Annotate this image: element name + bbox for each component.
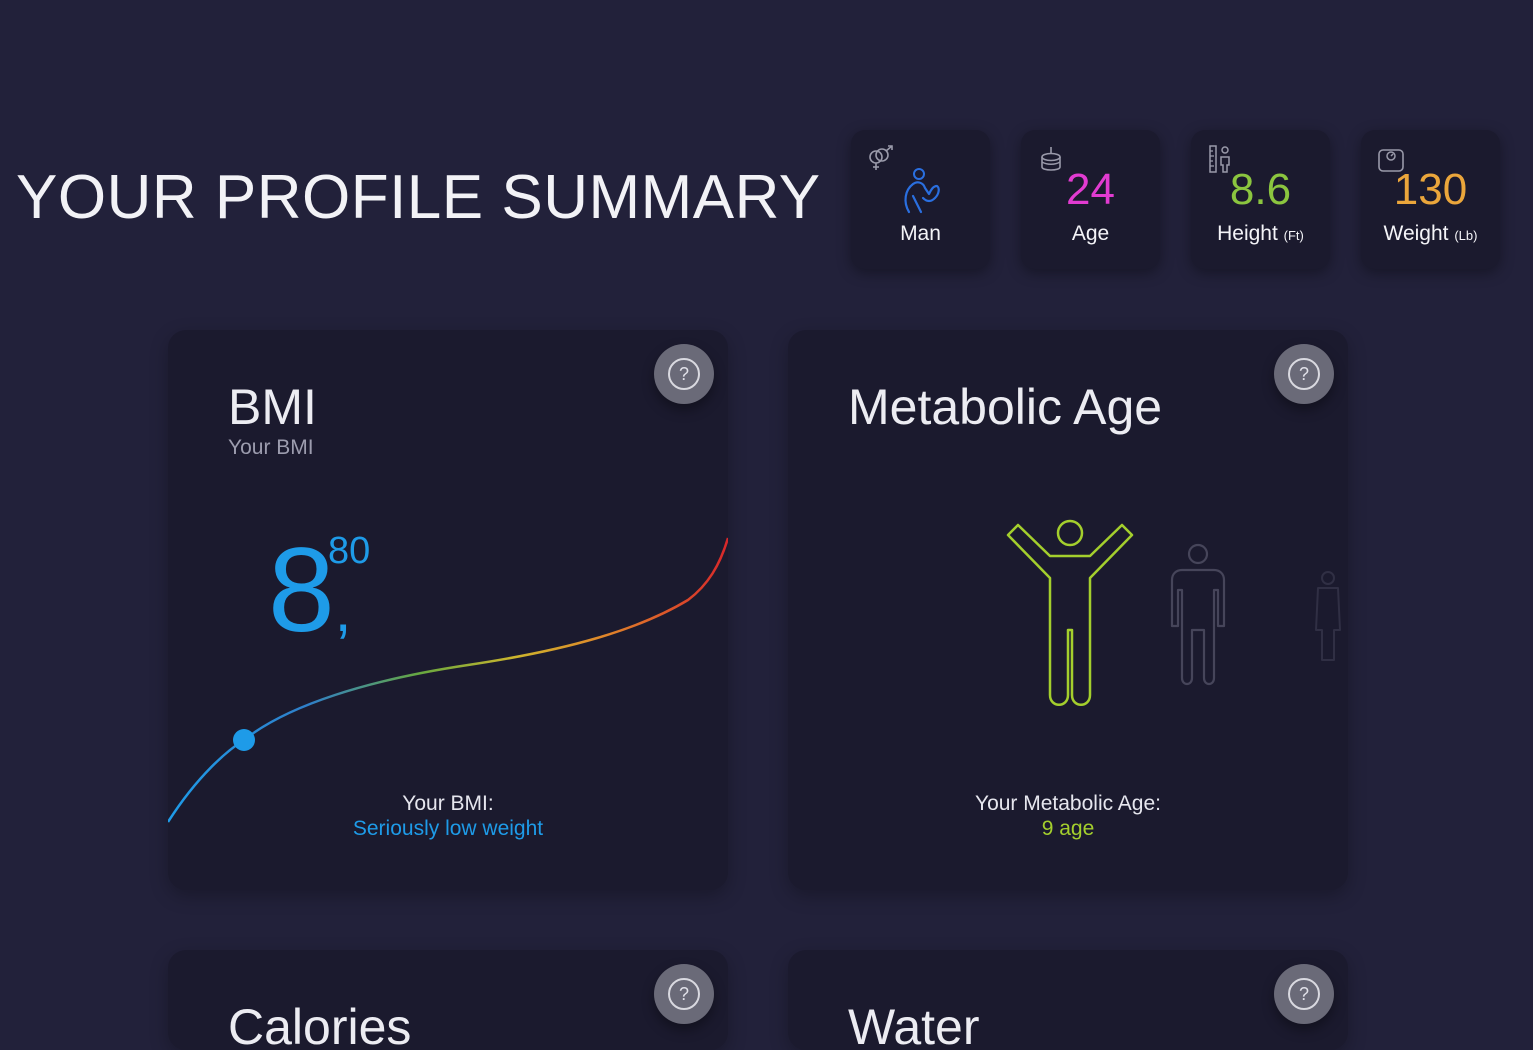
metabolic-result-label: Your Metabolic Age: (974, 792, 1162, 815)
calories-title: Calories (228, 999, 412, 1050)
bmi-card: ? BMI Your BMI 8, 80 Your BMI: Seriously… (168, 330, 728, 890)
faint-person-icon (1315, 571, 1341, 661)
age-label: Age (1071, 222, 1110, 245)
bmi-curve-graph (168, 537, 728, 823)
height-ruler-icon (1209, 145, 1230, 173)
metabolic-title: Metabolic Age (848, 379, 1163, 435)
age-tile[interactable]: 24 Age (1021, 130, 1160, 269)
height-value: 8.6 (1229, 165, 1292, 214)
weight-label-text: Weight (1383, 222, 1449, 245)
bmi-help-button[interactable]: ? (654, 344, 714, 404)
active-person-icon (1006, 519, 1134, 706)
weight-value: 130 (1393, 165, 1468, 214)
bmi-value-integer: 8, (268, 530, 351, 650)
weight-label: Weight (Lb) (1361, 222, 1500, 246)
weight-tile[interactable]: 130 Weight (Lb) (1361, 130, 1500, 269)
water-card: ? Water (788, 950, 1348, 1050)
metabolic-figures (1006, 519, 1341, 706)
weight-unit: (Lb) (1454, 228, 1478, 243)
height-tile[interactable]: 8.6 Height (Ft) (1191, 130, 1330, 269)
water-title: Water (848, 999, 980, 1050)
water-help-button[interactable]: ? (1274, 964, 1334, 1024)
standing-person-icon (1170, 543, 1226, 686)
metabolic-age-card: ? Metabolic Age Your Metabolic Age: 9 ag… (788, 330, 1348, 890)
gender-symbols-icon (869, 145, 893, 170)
question-circle-icon: ? (1288, 358, 1320, 390)
metabolic-result-value: 9 age (1041, 817, 1095, 840)
height-label-text: Height (1217, 222, 1278, 245)
bmi-result-value: Seriously low weight (352, 817, 544, 840)
man-flexing-icon (904, 168, 940, 214)
birthday-cake-icon (1041, 147, 1061, 171)
bmi-result-label: Your BMI: (402, 792, 494, 815)
bmi-curve-line (168, 537, 728, 823)
bmi-int-text: 8 (268, 523, 335, 657)
bmi-separator: , (334, 577, 352, 644)
metabolic-help-button[interactable]: ? (1274, 344, 1334, 404)
calories-help-button[interactable]: ? (654, 964, 714, 1024)
height-unit: (Ft) (1283, 228, 1304, 243)
page-title: YOUR PROFILE SUMMARY (16, 163, 821, 232)
question-circle-icon: ? (668, 358, 700, 390)
bmi-subtitle: Your BMI (228, 436, 314, 459)
bmi-title: BMI (228, 379, 317, 435)
scale-icon (1378, 149, 1404, 172)
gender-label: Man (900, 222, 941, 245)
question-circle-icon: ? (1288, 978, 1320, 1010)
calories-card: ? Calories (168, 950, 728, 1050)
age-value: 24 (1066, 165, 1115, 214)
bmi-marker (233, 729, 255, 751)
bmi-value-decimal: 80 (328, 530, 371, 572)
gender-tile[interactable]: Man (851, 130, 990, 269)
height-label: Height (Ft) (1191, 222, 1330, 246)
question-circle-icon: ? (668, 978, 700, 1010)
